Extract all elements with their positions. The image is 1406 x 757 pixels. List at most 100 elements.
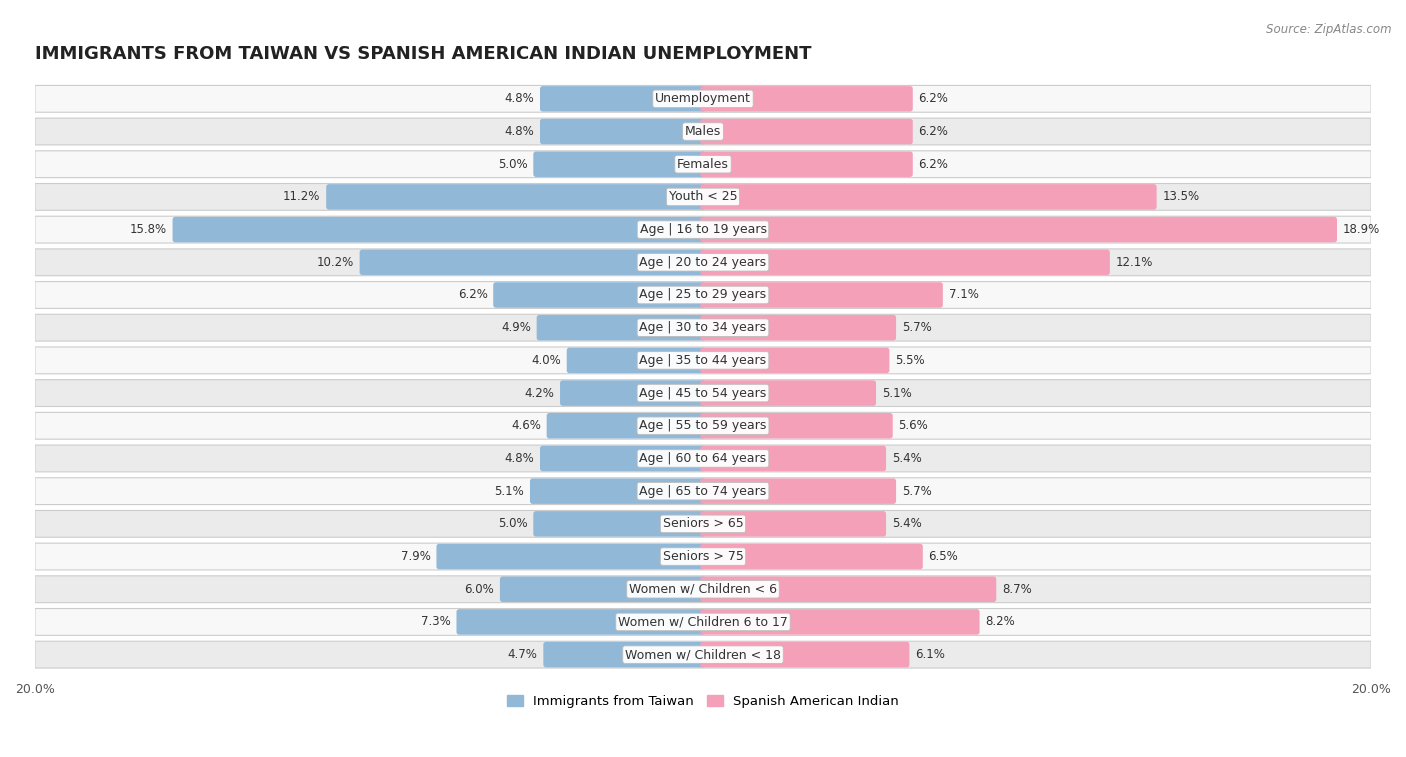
- FancyBboxPatch shape: [35, 86, 1371, 112]
- Text: 6.2%: 6.2%: [918, 157, 948, 171]
- Text: Youth < 25: Youth < 25: [669, 191, 737, 204]
- FancyBboxPatch shape: [700, 86, 912, 111]
- Text: Age | 30 to 34 years: Age | 30 to 34 years: [640, 321, 766, 334]
- Text: Women w/ Children < 6: Women w/ Children < 6: [628, 583, 778, 596]
- Text: 5.0%: 5.0%: [498, 517, 527, 531]
- Text: 10.2%: 10.2%: [316, 256, 354, 269]
- Text: 6.2%: 6.2%: [918, 125, 948, 138]
- Text: 6.1%: 6.1%: [915, 648, 945, 661]
- FancyBboxPatch shape: [700, 119, 912, 145]
- Text: 4.0%: 4.0%: [531, 354, 561, 367]
- Text: 4.2%: 4.2%: [524, 387, 554, 400]
- FancyBboxPatch shape: [530, 478, 706, 504]
- FancyBboxPatch shape: [35, 347, 1371, 374]
- Text: 7.1%: 7.1%: [949, 288, 979, 301]
- FancyBboxPatch shape: [326, 184, 706, 210]
- FancyBboxPatch shape: [700, 609, 980, 634]
- FancyBboxPatch shape: [700, 282, 943, 308]
- FancyBboxPatch shape: [35, 118, 1371, 145]
- Text: Females: Females: [678, 157, 728, 171]
- FancyBboxPatch shape: [35, 151, 1371, 178]
- FancyBboxPatch shape: [360, 250, 706, 275]
- Text: Males: Males: [685, 125, 721, 138]
- Text: 8.2%: 8.2%: [986, 615, 1015, 628]
- Text: 5.0%: 5.0%: [498, 157, 527, 171]
- Text: 5.7%: 5.7%: [901, 321, 932, 334]
- FancyBboxPatch shape: [457, 609, 706, 634]
- FancyBboxPatch shape: [700, 151, 912, 177]
- FancyBboxPatch shape: [533, 511, 706, 537]
- Text: 18.9%: 18.9%: [1343, 223, 1379, 236]
- Text: 5.6%: 5.6%: [898, 419, 928, 432]
- FancyBboxPatch shape: [700, 250, 1109, 275]
- FancyBboxPatch shape: [700, 217, 1337, 242]
- Legend: Immigrants from Taiwan, Spanish American Indian: Immigrants from Taiwan, Spanish American…: [502, 690, 904, 713]
- FancyBboxPatch shape: [700, 184, 1157, 210]
- FancyBboxPatch shape: [700, 347, 890, 373]
- Text: Age | 45 to 54 years: Age | 45 to 54 years: [640, 387, 766, 400]
- Text: Age | 20 to 24 years: Age | 20 to 24 years: [640, 256, 766, 269]
- Text: 4.8%: 4.8%: [505, 92, 534, 105]
- FancyBboxPatch shape: [35, 183, 1371, 210]
- FancyBboxPatch shape: [35, 576, 1371, 603]
- FancyBboxPatch shape: [567, 347, 706, 373]
- Text: 4.6%: 4.6%: [512, 419, 541, 432]
- Text: 7.9%: 7.9%: [401, 550, 430, 563]
- FancyBboxPatch shape: [700, 446, 886, 471]
- Text: Seniors > 65: Seniors > 65: [662, 517, 744, 531]
- FancyBboxPatch shape: [700, 544, 922, 569]
- Text: 8.7%: 8.7%: [1002, 583, 1032, 596]
- FancyBboxPatch shape: [537, 315, 706, 341]
- Text: 4.9%: 4.9%: [501, 321, 531, 334]
- FancyBboxPatch shape: [540, 446, 706, 471]
- Text: 4.7%: 4.7%: [508, 648, 537, 661]
- Text: 6.2%: 6.2%: [458, 288, 488, 301]
- FancyBboxPatch shape: [547, 413, 706, 438]
- Text: Age | 65 to 74 years: Age | 65 to 74 years: [640, 484, 766, 497]
- Text: 7.3%: 7.3%: [420, 615, 451, 628]
- FancyBboxPatch shape: [35, 413, 1371, 439]
- Text: 13.5%: 13.5%: [1163, 191, 1199, 204]
- FancyBboxPatch shape: [35, 510, 1371, 537]
- FancyBboxPatch shape: [35, 217, 1371, 243]
- FancyBboxPatch shape: [700, 577, 997, 602]
- FancyBboxPatch shape: [173, 217, 706, 242]
- Text: Women w/ Children 6 to 17: Women w/ Children 6 to 17: [619, 615, 787, 628]
- Text: Seniors > 75: Seniors > 75: [662, 550, 744, 563]
- FancyBboxPatch shape: [35, 445, 1371, 472]
- Text: IMMIGRANTS FROM TAIWAN VS SPANISH AMERICAN INDIAN UNEMPLOYMENT: IMMIGRANTS FROM TAIWAN VS SPANISH AMERIC…: [35, 45, 811, 64]
- Text: 5.4%: 5.4%: [891, 452, 921, 465]
- Text: 5.1%: 5.1%: [882, 387, 911, 400]
- FancyBboxPatch shape: [35, 282, 1371, 308]
- Text: 11.2%: 11.2%: [283, 191, 321, 204]
- Text: Age | 16 to 19 years: Age | 16 to 19 years: [640, 223, 766, 236]
- FancyBboxPatch shape: [35, 609, 1371, 635]
- Text: 12.1%: 12.1%: [1115, 256, 1153, 269]
- Text: 6.5%: 6.5%: [928, 550, 959, 563]
- FancyBboxPatch shape: [700, 380, 876, 406]
- FancyBboxPatch shape: [700, 511, 886, 537]
- Text: 15.8%: 15.8%: [129, 223, 167, 236]
- Text: Source: ZipAtlas.com: Source: ZipAtlas.com: [1267, 23, 1392, 36]
- Text: Age | 35 to 44 years: Age | 35 to 44 years: [640, 354, 766, 367]
- FancyBboxPatch shape: [533, 151, 706, 177]
- FancyBboxPatch shape: [540, 119, 706, 145]
- FancyBboxPatch shape: [700, 413, 893, 438]
- FancyBboxPatch shape: [35, 478, 1371, 505]
- Text: 5.5%: 5.5%: [896, 354, 925, 367]
- Text: 4.8%: 4.8%: [505, 125, 534, 138]
- Text: 5.1%: 5.1%: [495, 484, 524, 497]
- Text: Age | 60 to 64 years: Age | 60 to 64 years: [640, 452, 766, 465]
- Text: Age | 55 to 59 years: Age | 55 to 59 years: [640, 419, 766, 432]
- Text: 5.4%: 5.4%: [891, 517, 921, 531]
- FancyBboxPatch shape: [700, 478, 896, 504]
- Text: Age | 25 to 29 years: Age | 25 to 29 years: [640, 288, 766, 301]
- FancyBboxPatch shape: [543, 642, 706, 668]
- FancyBboxPatch shape: [700, 642, 910, 668]
- FancyBboxPatch shape: [35, 249, 1371, 276]
- FancyBboxPatch shape: [501, 577, 706, 602]
- FancyBboxPatch shape: [700, 315, 896, 341]
- Text: 5.7%: 5.7%: [901, 484, 932, 497]
- Text: Women w/ Children < 18: Women w/ Children < 18: [626, 648, 780, 661]
- Text: 4.8%: 4.8%: [505, 452, 534, 465]
